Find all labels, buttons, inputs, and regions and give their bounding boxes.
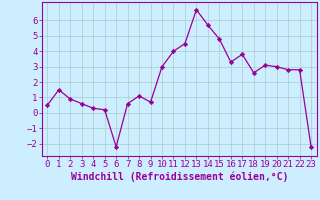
X-axis label: Windchill (Refroidissement éolien,°C): Windchill (Refroidissement éolien,°C) xyxy=(70,172,288,182)
